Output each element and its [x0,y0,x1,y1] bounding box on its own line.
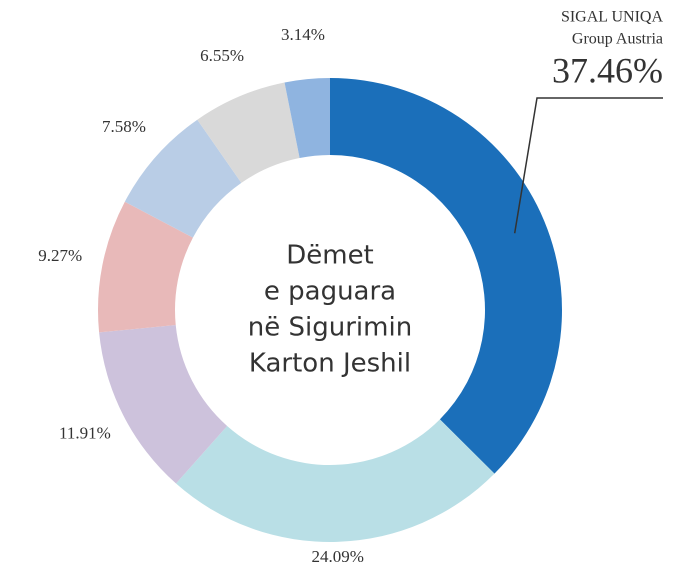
center-text: në Sigurimin [248,313,412,343]
slice-name: SIGAL UNIQA [561,9,664,26]
value-label: 6.55% [200,46,244,65]
center-text: e paguara [264,277,396,307]
donut-slice [284,78,330,159]
value-label: 9.27% [38,246,82,265]
leader-line [513,97,663,234]
donut-slice [99,324,228,484]
center-text: Karton Jeshil [249,349,411,379]
value-label: 3.14% [281,25,325,44]
donut-slice [330,78,562,474]
value-label: 24.09% [312,547,364,566]
slice-name: Group Austria [572,31,663,48]
value-label: 37.46% [552,50,663,90]
donut-slice [98,201,193,333]
value-label: 11.91% [59,424,111,443]
value-label: 7.58% [102,117,146,136]
center-text: Dëmet [286,241,374,271]
donut-slice [124,119,242,238]
donut-slice [176,419,495,542]
donut-slice [197,82,300,183]
